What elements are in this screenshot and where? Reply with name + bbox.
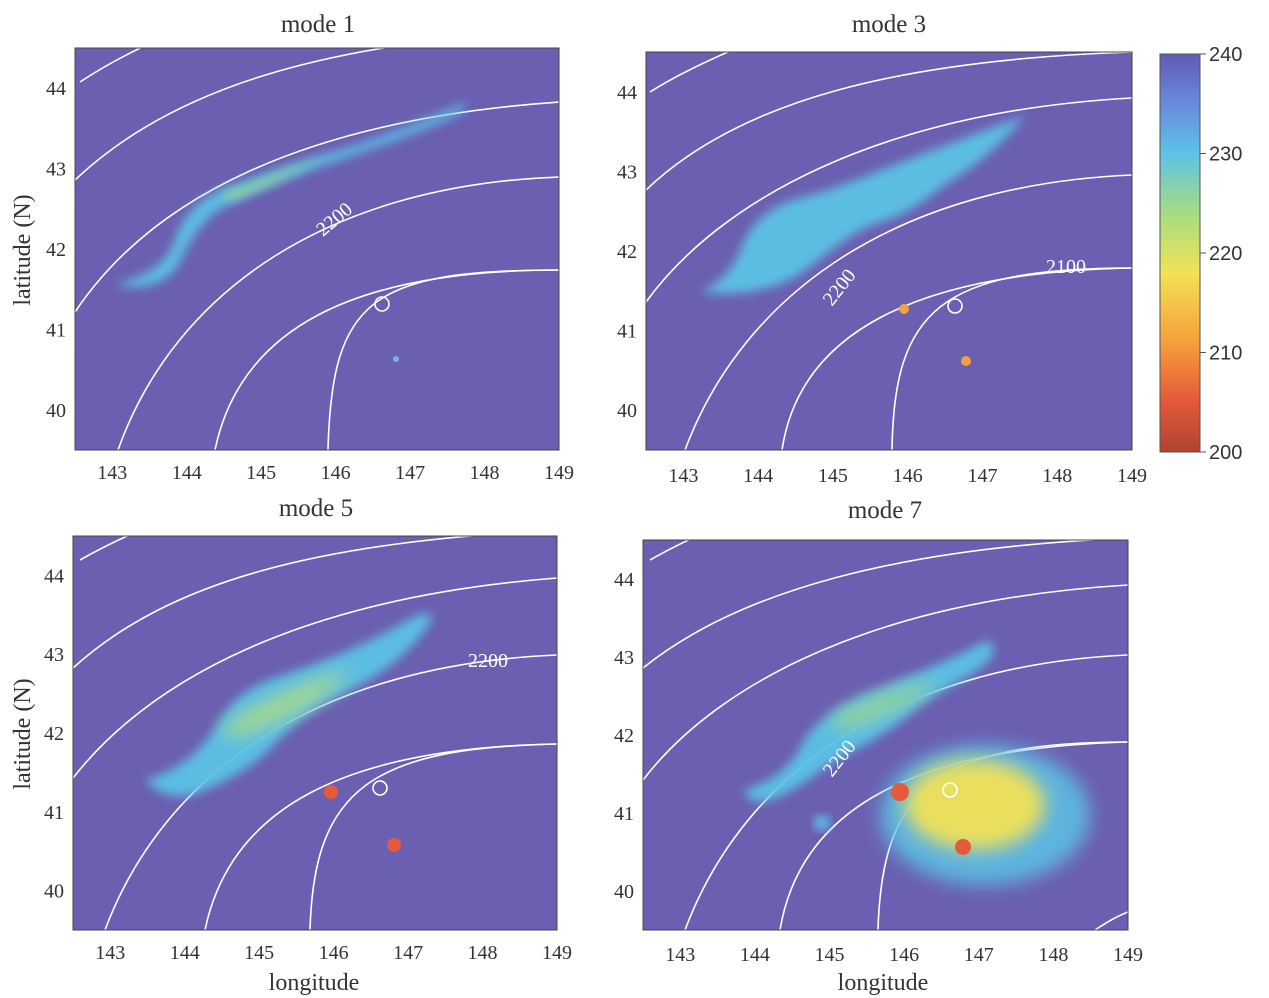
x-tick-label: 144 <box>170 942 200 964</box>
y-axis-label: latitude (N) <box>10 678 36 789</box>
station-marker <box>374 296 390 312</box>
y-tick-label: 40 <box>44 881 64 903</box>
y-tick-label: 40 <box>46 400 66 422</box>
x-tick-label: 148 <box>1038 944 1068 966</box>
map-frame <box>72 535 558 931</box>
y-axis-label: latitude (N) <box>10 194 36 305</box>
x-tick-label: 145 <box>815 944 845 966</box>
x-tick-label: 146 <box>889 944 919 966</box>
map-background <box>643 540 1128 930</box>
panel-title-mode-5: mode 5 <box>279 495 353 522</box>
x-tick-label: 143 <box>665 944 695 966</box>
bathymetry-contours <box>75 48 559 450</box>
x-tick-label: 149 <box>1113 944 1143 966</box>
y-tick-label: 44 <box>44 565 64 587</box>
x-tick-label: 145 <box>244 942 274 964</box>
x-tick-label: 145 <box>246 462 276 484</box>
station-marker <box>947 298 963 314</box>
x-tick-label: 143 <box>668 465 698 487</box>
station-marker <box>942 782 958 798</box>
warm-spot <box>899 304 909 314</box>
bathymetry-contours <box>646 52 1132 450</box>
y-tick-label: 41 <box>46 319 66 341</box>
x-tick-label: 149 <box>542 942 572 964</box>
panel-title-mode-1: mode 1 <box>281 11 355 38</box>
x-axis-label: longitude <box>269 970 360 996</box>
y-tick-label: 43 <box>44 644 64 666</box>
plume-mode-3 <box>700 116 1025 366</box>
x-tick-label: 143 <box>97 462 127 484</box>
map-background <box>75 48 559 450</box>
x-tick-label: 148 <box>1042 465 1072 487</box>
map-frame <box>642 539 1129 931</box>
x-tick-label: 144 <box>172 462 202 484</box>
x-tick-label: 148 <box>470 462 500 484</box>
contour-label: 2100 <box>1046 256 1086 278</box>
x-tick-label: 144 <box>740 944 770 966</box>
colorbar-tick-label: 210 <box>1209 343 1242 365</box>
colorbar-tick-label: 220 <box>1209 243 1242 265</box>
y-tick-label: 41 <box>617 321 637 343</box>
y-tick-label: 42 <box>44 723 64 745</box>
warm-spot <box>891 783 909 801</box>
warm-spot <box>955 839 971 855</box>
warm-spot <box>324 785 338 799</box>
y-tick-label: 42 <box>617 241 637 263</box>
map-background <box>646 52 1132 450</box>
warm-spot <box>961 356 971 366</box>
panel-title-mode-7: mode 7 <box>848 497 922 524</box>
x-tick-label: 147 <box>967 465 997 487</box>
x-tick-label: 147 <box>393 942 423 964</box>
y-tick-label: 44 <box>617 82 637 104</box>
warm-spot <box>393 356 399 362</box>
y-tick-label: 41 <box>44 802 64 824</box>
panel-mode-3: mode 3 2200 2100 143 144 145 146 147 148 149 4… <box>617 11 1147 487</box>
colorbar-tick-label: 240 <box>1209 44 1242 66</box>
x-tick-label: 146 <box>319 942 349 964</box>
x-tick-label: 143 <box>95 942 125 964</box>
x-tick-label: 146 <box>893 465 923 487</box>
panel-mode-5: mode 5 2200 143 144 145 146 147 148 149 44 43 42… <box>44 495 572 996</box>
panel-mode-7: mode 7 2200 <box>614 497 1143 996</box>
x-tick-label: 149 <box>544 462 574 484</box>
x-tick-label: 148 <box>468 942 498 964</box>
y-tick-label: 44 <box>614 569 634 591</box>
map-frame <box>74 47 560 451</box>
x-tick-label: 145 <box>818 465 848 487</box>
contour-label: 2200 <box>468 650 508 672</box>
plume-mode-5 <box>145 613 432 852</box>
station-marker <box>372 780 388 796</box>
x-tick-label: 147 <box>964 944 994 966</box>
plume-mode-7 <box>745 641 1090 885</box>
y-tick-label: 43 <box>617 161 637 183</box>
x-tick-label: 146 <box>321 462 351 484</box>
panel-title-mode-3: mode 3 <box>852 11 926 38</box>
y-tick-label: 40 <box>617 400 637 422</box>
map-frame <box>645 51 1133 451</box>
colorbar-tick-label: 230 <box>1209 144 1242 166</box>
panel-mode-1: mode 1 2200 143 144 145 146 147 148 149 444342… <box>46 11 574 484</box>
y-tick-label: 43 <box>614 647 634 669</box>
y-tick-label: 41 <box>614 803 634 825</box>
map-background <box>73 536 557 930</box>
y-tick-label: 42 <box>46 239 66 261</box>
y-tick-label: 43 <box>46 159 66 181</box>
colorbar: 240 230 220 210 200 <box>1159 44 1242 464</box>
plume-mode-1 <box>116 103 466 362</box>
colorbar-gradient <box>1159 53 1201 453</box>
y-tick-label: 40 <box>614 881 634 903</box>
x-axis-label: longitude <box>838 970 929 996</box>
x-tick-label: 149 <box>1117 465 1147 487</box>
y-tick-label: 42 <box>614 725 634 747</box>
y-tick-label: 44 <box>46 78 66 100</box>
warm-spot <box>387 838 401 852</box>
x-tick-label: 144 <box>743 465 773 487</box>
colorbar-tick-label: 200 <box>1209 442 1242 464</box>
x-tick-label: 147 <box>395 462 425 484</box>
